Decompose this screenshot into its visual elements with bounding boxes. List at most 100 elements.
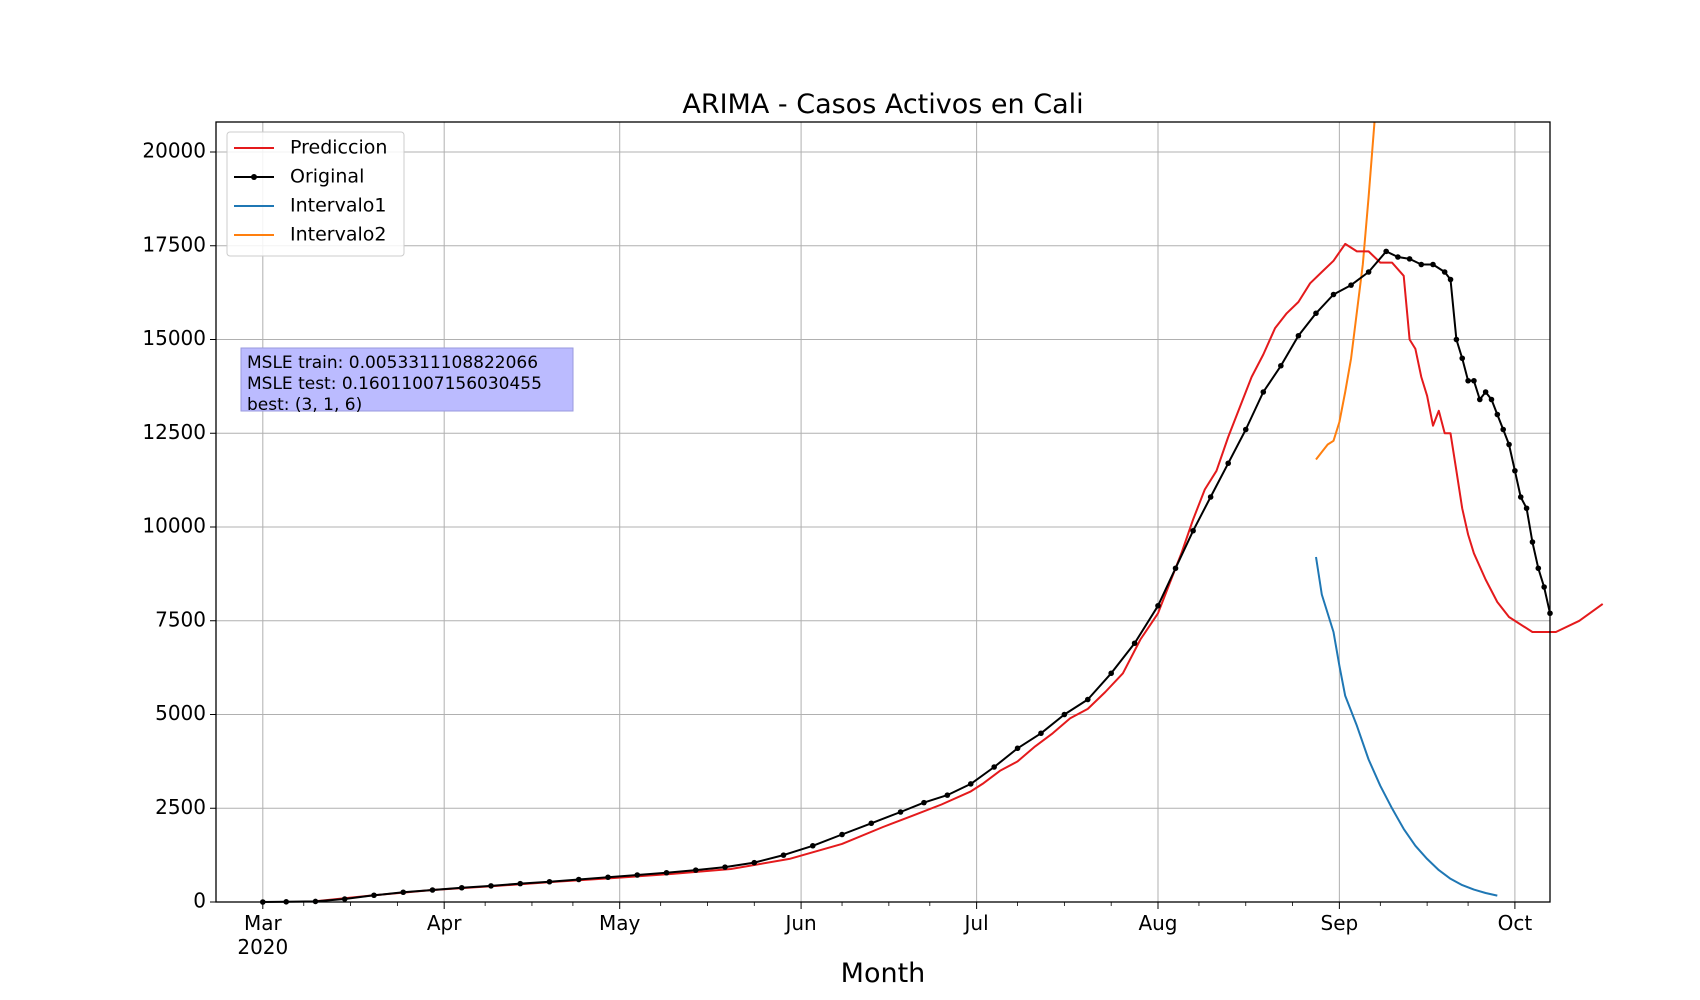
legend-marker — [251, 174, 257, 180]
data-point — [1348, 282, 1354, 288]
plot-frame — [215, 121, 1551, 903]
data-point — [1365, 269, 1372, 275]
legend-label: Intervalo2 — [290, 224, 386, 246]
data-point — [1535, 565, 1542, 572]
data-point — [488, 883, 494, 889]
data-point — [1014, 745, 1021, 752]
series-line-original — [262, 250, 1551, 903]
annotation-line-2: MSLE test: 0.16011007156030455 — [247, 374, 542, 394]
data-point — [1447, 276, 1454, 283]
data-point — [1207, 494, 1214, 500]
data-point — [1418, 261, 1425, 268]
data-point — [1260, 389, 1267, 395]
data-point — [400, 889, 407, 896]
legend: Prediccion Original Intervalo1 Intervalo2 — [226, 131, 405, 257]
data-point — [1529, 539, 1536, 545]
legend-frame — [226, 131, 405, 257]
data-point — [1131, 640, 1138, 647]
x-tick-sublabel: 2020 — [237, 935, 288, 959]
data-point — [1242, 426, 1249, 433]
data-point — [458, 884, 465, 891]
legend-item-intervalo2: Intervalo2 — [234, 224, 386, 246]
series-line-prediccion — [315, 242, 1604, 903]
data-point — [1225, 460, 1232, 467]
legend-item-prediccion: Prediccion — [234, 137, 387, 159]
x-tick-label: Jul — [963, 911, 989, 935]
data-point — [341, 896, 348, 902]
y-tick-label: 10000 — [142, 514, 206, 538]
data-point — [1330, 291, 1337, 298]
data-point — [634, 872, 641, 878]
data-point — [1471, 377, 1477, 384]
x-tick-label: May — [599, 911, 641, 935]
data-point — [1482, 389, 1489, 395]
data-point — [991, 764, 997, 770]
data-point — [722, 864, 728, 870]
data-point — [1441, 269, 1448, 275]
data-point — [1295, 332, 1302, 339]
axes: 0 2500 5000 7500 10000 12500 15000 17500 20000 Ma… — [142, 139, 1532, 960]
data-point — [1465, 377, 1471, 384]
annotation-line-1: MSLE train: 0.0053311108822066 — [247, 353, 538, 373]
x-tick-label: Apr — [427, 911, 462, 935]
data-point — [1430, 261, 1436, 268]
y-tick-label: 20000 — [142, 139, 206, 163]
x-axis-label: Month — [841, 958, 926, 989]
data-point — [1172, 565, 1179, 572]
data-point — [1512, 467, 1518, 474]
y-tick-label: 7500 — [155, 607, 206, 631]
data-point — [1459, 355, 1466, 362]
series-line-intervalo2 — [1315, 121, 1376, 461]
data-point — [897, 809, 904, 815]
data-point — [809, 842, 816, 849]
x-tick-label: Sep — [1321, 911, 1359, 935]
series-intervalo1 — [1315, 556, 1498, 897]
data-point — [921, 799, 927, 806]
y-tick-label: 2500 — [155, 795, 206, 819]
data-point — [1500, 426, 1506, 433]
data-point — [1190, 527, 1196, 534]
data-point — [1038, 730, 1044, 737]
data-point — [751, 859, 758, 866]
data-point — [839, 831, 845, 838]
y-tick-label: 15000 — [142, 326, 206, 350]
data-point — [1488, 396, 1495, 403]
y-tick-label: 12500 — [142, 420, 206, 444]
legend-item-original: Original — [234, 166, 364, 188]
data-point — [605, 874, 611, 881]
y-tick-label: 0 — [193, 889, 206, 913]
data-point — [1155, 602, 1161, 609]
chart-title: ARIMA - Casos Activos en Cali — [682, 89, 1083, 120]
data-point — [575, 876, 582, 883]
annotation-background — [240, 347, 574, 412]
x-tick-label: Aug — [1138, 911, 1177, 935]
data-point — [1494, 411, 1501, 418]
metrics-annotation-box: MSLE train: 0.0053311108822066 MSLE test… — [240, 347, 574, 415]
data-point — [967, 781, 974, 787]
legend-label: Original — [290, 166, 364, 188]
data-point — [1383, 248, 1389, 255]
y-tick-label: 17500 — [142, 232, 206, 256]
data-point — [1476, 396, 1483, 403]
series-prediccion — [315, 242, 1604, 903]
data-point — [1523, 505, 1530, 512]
legend-label: Prediccion — [290, 137, 387, 159]
series-layer — [260, 121, 1604, 905]
data-point — [1453, 336, 1460, 343]
data-point — [780, 852, 787, 858]
x-tick-label: Mar — [244, 911, 283, 935]
x-tick-label: Oct — [1498, 911, 1533, 935]
data-point — [1541, 584, 1547, 590]
legend-label: Intervalo1 — [290, 195, 386, 217]
series-line-intervalo1 — [1315, 556, 1498, 897]
data-point — [1278, 362, 1284, 369]
data-point — [944, 792, 951, 798]
data-point — [546, 878, 553, 885]
data-point — [1061, 711, 1068, 718]
series-intervalo2 — [1315, 121, 1376, 461]
data-point — [1313, 310, 1319, 317]
data-point — [868, 820, 875, 827]
data-point — [692, 867, 699, 873]
data-point — [1084, 696, 1091, 703]
